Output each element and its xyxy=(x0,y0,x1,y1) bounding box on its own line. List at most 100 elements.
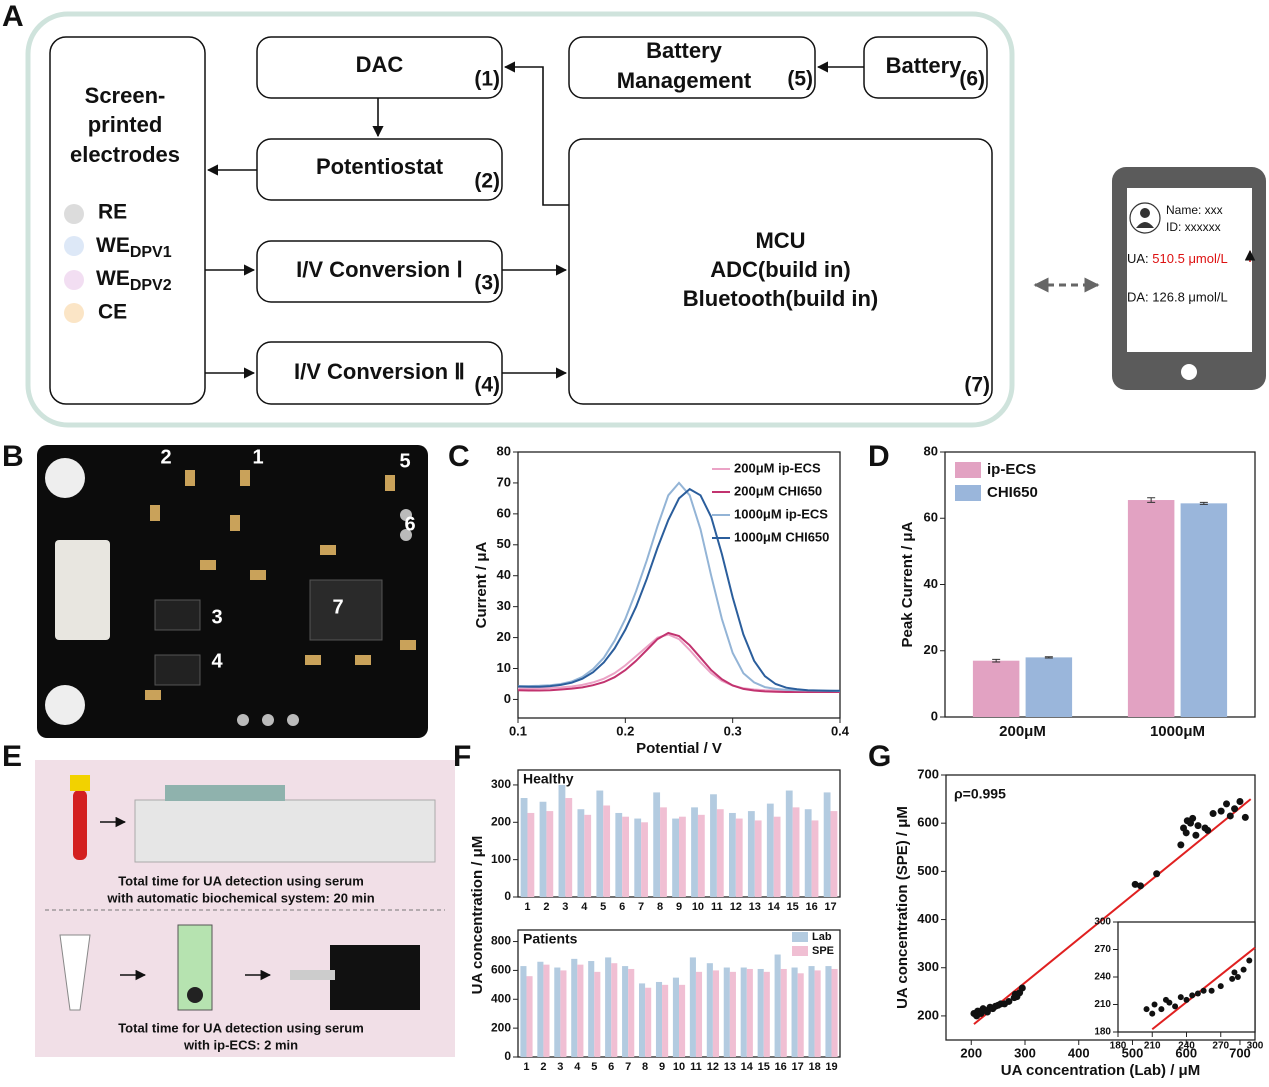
tube-cap xyxy=(70,775,90,791)
eppendorf xyxy=(59,934,91,1011)
y-tick-label: 270 xyxy=(1094,944,1111,955)
legend-label: ip-ECS xyxy=(987,461,1036,478)
connector xyxy=(55,540,110,640)
x-tick-label: 13 xyxy=(749,901,761,913)
block xyxy=(256,240,503,303)
bar xyxy=(571,958,578,1057)
x-tick-label: 200 xyxy=(960,1045,982,1060)
error-bar xyxy=(1199,501,1208,505)
line-series xyxy=(517,487,840,692)
x-tick-label: 12 xyxy=(730,901,742,913)
point xyxy=(1236,798,1244,805)
block-label: Potentiostat xyxy=(316,154,444,179)
bar xyxy=(723,967,730,1057)
panel-label: G xyxy=(868,740,891,773)
x-tick-label: 500 xyxy=(1122,1045,1144,1060)
point xyxy=(1137,882,1145,890)
x-tick-label: 0.4 xyxy=(831,723,850,738)
we1-dot xyxy=(64,236,84,256)
bar xyxy=(808,966,815,1057)
analyzer-top xyxy=(165,785,285,801)
line-series xyxy=(517,631,840,693)
x-tick-label: 13 xyxy=(724,1061,736,1073)
electrode-box xyxy=(49,36,206,405)
electrode-title: electrodes xyxy=(70,142,180,167)
block-label: DAC xyxy=(356,52,404,77)
bar xyxy=(785,790,793,897)
spe-electrode xyxy=(187,987,203,1003)
bar xyxy=(689,957,696,1057)
x-tick-label: 12 xyxy=(707,1061,719,1073)
bar xyxy=(655,981,663,1057)
bar xyxy=(520,798,528,897)
bar xyxy=(679,984,686,1057)
block-number: (2) xyxy=(474,170,500,193)
legend-label: WE xyxy=(96,234,130,257)
y-tick-label: 500 xyxy=(917,863,939,878)
legend-label: CHI650 xyxy=(987,484,1038,501)
x-tick-label: 5 xyxy=(591,1061,597,1073)
bar xyxy=(763,971,770,1057)
block-label: MCU xyxy=(755,228,805,253)
panel-title: Patients xyxy=(523,931,578,947)
bar xyxy=(830,811,838,897)
y-tick-label: 300 xyxy=(917,959,939,974)
board-label: 5 xyxy=(399,450,410,472)
electrode-title: Screen- xyxy=(85,83,166,108)
inset-point xyxy=(1240,966,1247,973)
x-tick-label: 5 xyxy=(600,901,606,913)
panel-label: B xyxy=(2,440,24,473)
point xyxy=(1005,997,1013,1005)
bar xyxy=(558,784,566,897)
bar xyxy=(746,968,753,1057)
x-tick-label: 8 xyxy=(642,1061,648,1073)
bar xyxy=(577,964,584,1057)
point xyxy=(1177,841,1185,849)
bar xyxy=(527,812,535,897)
block-label: Management xyxy=(617,68,752,93)
re-dot xyxy=(64,204,84,224)
x-tick-label: 0.3 xyxy=(724,723,742,738)
annotation: ρ=0.995 xyxy=(954,786,1006,802)
bar xyxy=(560,970,567,1057)
y-tick-label: 300 xyxy=(1094,917,1111,928)
system-frame xyxy=(25,11,1015,428)
bar xyxy=(766,803,774,897)
y-tick-label: 240 xyxy=(1094,972,1111,983)
ce-dot xyxy=(64,303,84,323)
panel-label: C xyxy=(448,440,470,473)
block-number: (5) xyxy=(787,68,813,91)
bar xyxy=(565,798,573,897)
block-label: Battery xyxy=(886,53,963,78)
bar xyxy=(811,820,819,897)
board-label: 2 xyxy=(160,446,171,468)
bar xyxy=(1180,503,1228,717)
x-tick-label: 15 xyxy=(787,901,799,913)
bar xyxy=(639,983,646,1057)
point xyxy=(1223,800,1231,808)
bar xyxy=(662,984,669,1057)
board-label: 6 xyxy=(404,513,415,535)
legend-label: 200μM CHI650 xyxy=(734,483,822,498)
bar xyxy=(706,963,713,1057)
legend-label: CE xyxy=(98,301,127,324)
chip xyxy=(154,599,201,631)
bar xyxy=(754,820,762,897)
legend-sub: DPV1 xyxy=(130,244,172,261)
bar xyxy=(526,976,533,1057)
error-bar xyxy=(992,658,1001,663)
y-axis-label: Current / μA xyxy=(473,541,490,628)
x-tick-label: 4 xyxy=(581,901,588,913)
bar xyxy=(554,967,561,1057)
bar xyxy=(729,971,736,1057)
panel-label: D xyxy=(868,440,890,473)
y-tick-label: 40 xyxy=(497,567,511,582)
avatar-body xyxy=(1136,222,1154,228)
x-tick-label: 1 xyxy=(524,901,530,913)
bar xyxy=(672,818,679,897)
x-tick-label: 2 xyxy=(543,901,549,913)
bar xyxy=(691,807,698,897)
point xyxy=(1153,870,1161,878)
device xyxy=(330,945,420,1010)
